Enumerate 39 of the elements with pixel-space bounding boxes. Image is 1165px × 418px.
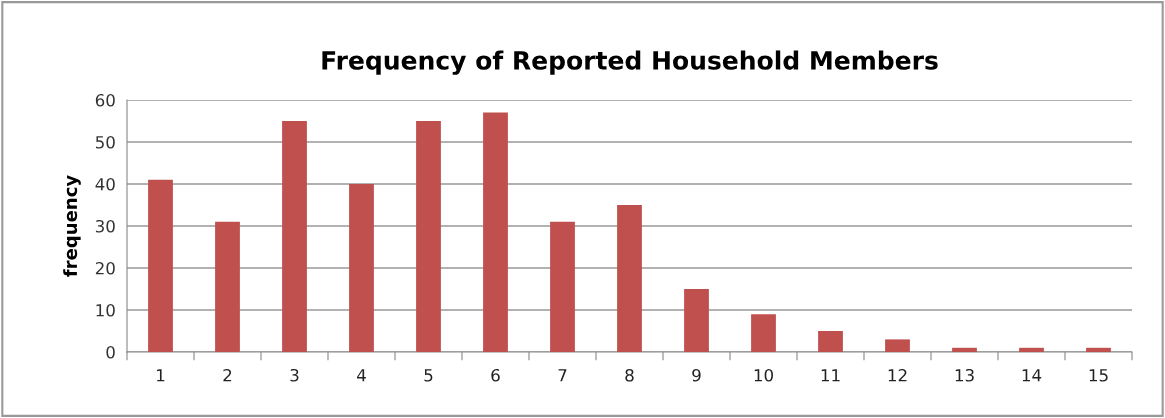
y-tick-label: 50 <box>95 135 115 149</box>
bar <box>483 112 508 352</box>
y-tick-label: 10 <box>96 303 115 317</box>
bar <box>684 289 709 352</box>
x-tick-label: 9 <box>692 368 701 382</box>
x-tick-label: 6 <box>491 368 500 382</box>
bar <box>215 221 240 352</box>
x-tick-label: 4 <box>357 369 366 382</box>
bar <box>952 347 977 352</box>
x-tick-label: 13 <box>955 368 974 382</box>
x-tick-label: 12 <box>888 368 907 382</box>
x-tick-label: 3 <box>290 368 299 382</box>
bar <box>416 121 441 352</box>
bar <box>148 179 173 352</box>
y-tick-label: 30 <box>95 219 115 233</box>
bar <box>617 205 642 352</box>
bar <box>751 314 776 352</box>
y-tick-label: 20 <box>95 261 115 275</box>
y-tick-label: 40 <box>95 177 115 191</box>
x-tick-label: 15 <box>1089 369 1108 382</box>
bar <box>885 339 910 352</box>
x-tick-label: 7 <box>558 369 567 382</box>
x-tick-label: 14 <box>1022 369 1042 382</box>
bar <box>550 221 575 352</box>
y-tick-label: 60 <box>95 93 115 107</box>
bar <box>282 121 307 352</box>
bar <box>1019 347 1044 352</box>
x-tick-label: 11 <box>821 369 840 382</box>
bar <box>818 331 843 352</box>
x-tick-label: 5 <box>424 369 433 382</box>
y-tick-label: 0 <box>106 345 115 359</box>
x-tick-label: 10 <box>754 368 773 382</box>
y-axis-title: frequency <box>63 175 81 277</box>
x-tick-label: 8 <box>625 368 634 382</box>
bar <box>1086 347 1111 352</box>
bar <box>349 184 374 352</box>
x-tick-label: 1 <box>157 369 165 382</box>
x-tick-label: 2 <box>223 368 232 382</box>
chart-title: Frequency of Reported Household Members <box>322 50 938 75</box>
